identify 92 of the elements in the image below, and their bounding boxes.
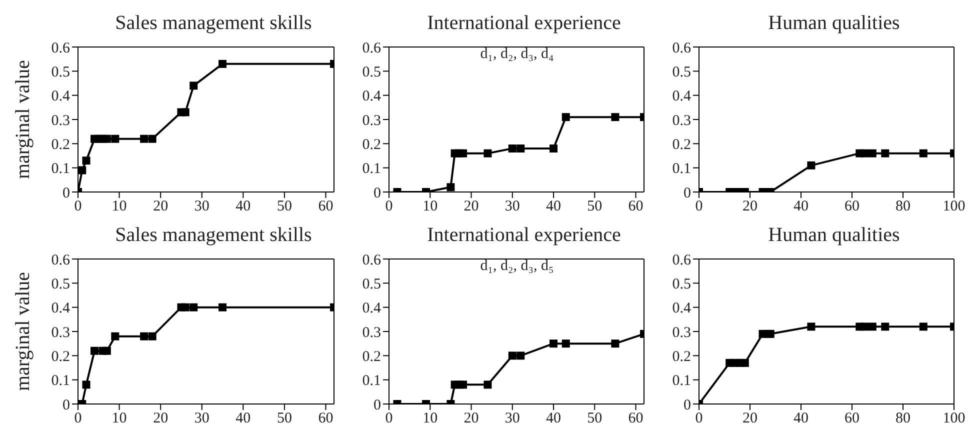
y-tick-label: 0.6 <box>362 252 382 268</box>
x-tick-label: 60 <box>844 198 860 215</box>
x-tick-label: 40 <box>236 198 251 215</box>
x-tick-label: 50 <box>276 410 292 427</box>
y-tick-label: 0.5 <box>51 64 70 80</box>
y-tick-label: 0.3 <box>51 112 70 129</box>
y-tick-label: 0 <box>684 185 691 202</box>
y-tick-label: 0.1 <box>672 161 691 178</box>
x-tick-label: 0 <box>74 410 82 427</box>
y-tick-label: 0.3 <box>51 324 70 341</box>
x-tick-label: 100 <box>942 198 966 215</box>
x-tick-label: 80 <box>896 410 910 427</box>
x-tick-label: 30 <box>194 410 210 427</box>
x-tick-label: 10 <box>112 410 127 427</box>
y-tick-label: 0.5 <box>362 276 381 292</box>
x-tick-label: 10 <box>422 410 438 427</box>
y-tick-label: 0.3 <box>362 324 381 341</box>
y-tick-label: 0.6 <box>362 40 382 56</box>
x-tick-label: 100 <box>942 410 966 427</box>
y-tick-label: 0 <box>62 397 70 414</box>
x-tick-label: 0 <box>695 198 703 215</box>
x-tick-label: 20 <box>742 198 758 215</box>
x-tick-label: 50 <box>587 198 602 215</box>
y-tick-label: 0.6 <box>672 252 692 268</box>
x-tick-label: 0 <box>74 198 82 215</box>
y-tick-label: 0.4 <box>672 300 692 317</box>
x-tick-label: 50 <box>587 410 602 427</box>
y-tick-label: 0.5 <box>362 64 381 80</box>
y-tick-label: 0.4 <box>362 88 382 105</box>
y-tick-label: 0.5 <box>672 276 691 292</box>
y-tick-label: 0.4 <box>51 88 70 105</box>
y-tick-label: 0.1 <box>362 373 381 390</box>
x-tick-label: 20 <box>153 410 168 427</box>
x-tick-label: 20 <box>464 198 479 215</box>
chart-title: Human qualities <box>767 11 901 36</box>
x-tick-label: 60 <box>628 410 644 427</box>
x-tick-label: 40 <box>236 410 251 427</box>
y-tick-label: 0 <box>684 397 691 414</box>
chart-title: Sales management skills <box>114 11 313 36</box>
y-tick-label: 0.2 <box>362 348 381 365</box>
x-tick-label: 20 <box>464 410 479 427</box>
x-tick-label: 80 <box>896 198 910 215</box>
x-tick-label: 30 <box>194 198 210 215</box>
y-axis-title: marginal value <box>12 272 34 392</box>
x-tick-label: 20 <box>153 198 168 215</box>
x-tick-label: 20 <box>742 410 758 427</box>
y-tick-label: 0.1 <box>362 161 381 178</box>
x-tick-label: 40 <box>794 198 808 215</box>
x-tick-label: 0 <box>385 410 393 427</box>
y-tick-label: 0.6 <box>51 252 70 268</box>
annotation: d₁, d₂, d₃, d₅ <box>479 258 555 275</box>
y-tick-label: 0.1 <box>51 161 70 178</box>
x-tick-label: 10 <box>422 198 438 215</box>
y-tick-label: 0.1 <box>672 373 691 390</box>
y-tick-label: 0 <box>374 397 381 414</box>
y-tick-label: 0.6 <box>51 40 70 56</box>
x-tick-label: 0 <box>385 198 393 215</box>
y-tick-label: 0.5 <box>672 64 691 80</box>
y-tick-label: 0.5 <box>51 276 70 292</box>
y-tick-label: 0.1 <box>51 373 70 390</box>
chart-title: International experience <box>426 223 622 248</box>
y-tick-label: 0.2 <box>51 136 70 153</box>
y-axis-title: marginal value <box>12 60 34 180</box>
y-tick-label: 0.2 <box>51 348 70 365</box>
annotation: d₁, d₂, d₃, d₄ <box>479 46 555 63</box>
y-tick-label: 0.2 <box>672 348 691 365</box>
x-tick-label: 40 <box>546 410 562 427</box>
y-tick-label: 0.2 <box>672 136 691 153</box>
x-tick-label: 40 <box>794 410 808 427</box>
x-tick-label: 60 <box>318 410 334 427</box>
x-tick-label: 50 <box>276 198 292 215</box>
x-tick-label: 60 <box>844 410 860 427</box>
chart-title: Sales management skills <box>114 223 313 248</box>
y-tick-label: 0.3 <box>672 324 691 341</box>
x-tick-label: 30 <box>504 410 520 427</box>
y-tick-label: 0 <box>62 185 70 202</box>
chart-title: International experience <box>426 11 622 36</box>
x-tick-label: 40 <box>546 198 562 215</box>
x-tick-label: 30 <box>504 198 520 215</box>
x-tick-label: 10 <box>112 198 127 215</box>
y-tick-label: 0 <box>374 185 381 202</box>
y-tick-label: 0.4 <box>362 300 382 317</box>
y-tick-label: 0.3 <box>362 112 381 129</box>
y-tick-label: 0.6 <box>672 40 692 56</box>
y-tick-label: 0.2 <box>362 136 381 153</box>
x-tick-label: 0 <box>695 410 703 427</box>
x-tick-label: 60 <box>318 198 334 215</box>
x-tick-label: 60 <box>628 198 644 215</box>
y-tick-label: 0.4 <box>672 88 692 105</box>
y-tick-label: 0.3 <box>672 112 691 129</box>
chart-title: Human qualities <box>767 223 901 248</box>
y-tick-label: 0.4 <box>51 300 70 317</box>
